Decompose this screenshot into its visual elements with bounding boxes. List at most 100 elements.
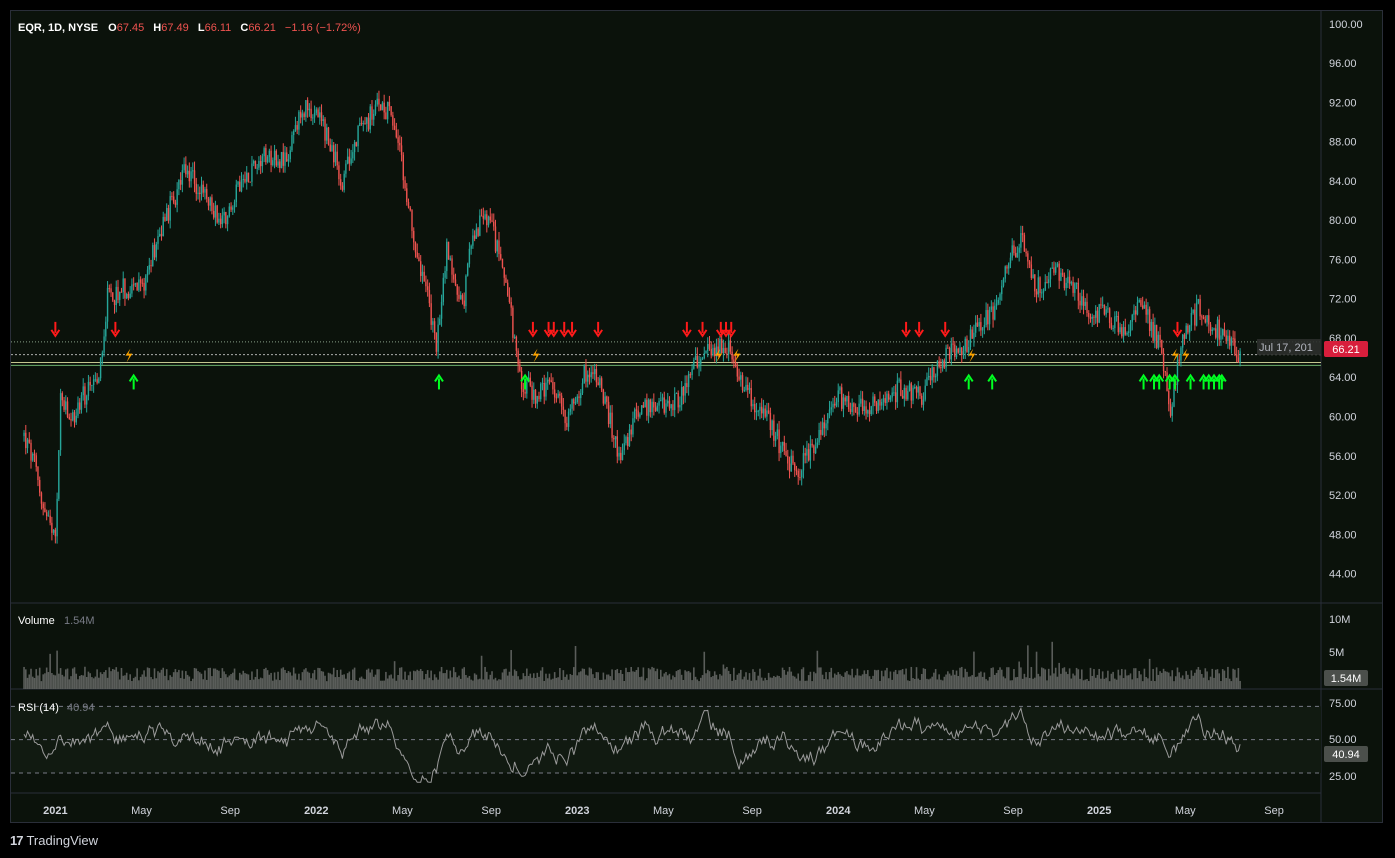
volume-bar: [545, 673, 547, 689]
volume-bar: [626, 672, 629, 689]
candle-body: [799, 476, 801, 478]
volume-bar: [997, 670, 1000, 689]
volume-bar: [1025, 677, 1027, 689]
volume-bar: [228, 675, 231, 689]
volume-bar: [766, 680, 768, 689]
candle-body: [378, 98, 380, 105]
candle-body: [500, 254, 502, 259]
buy-arrow-icon: [987, 373, 998, 390]
candle-body: [294, 125, 297, 132]
time-axis[interactable]: 2021 May Sep 2022 May Sep 2023 May Sep 2024 May Sep…: [43, 805, 1284, 817]
volume-bar: [597, 672, 599, 689]
candle-body: [642, 405, 645, 408]
volume-bar: [908, 680, 911, 689]
volume-bar: [860, 675, 862, 689]
volume-bar: [877, 669, 880, 689]
volume-bar: [494, 677, 497, 689]
volume-bar: [416, 669, 419, 689]
volume-bar: [212, 668, 215, 689]
volume-bar: [397, 675, 399, 689]
candle-body: [197, 192, 199, 194]
volume-bar: [642, 667, 645, 689]
candle-body: [1075, 282, 1078, 284]
volume-bar: [452, 667, 455, 689]
volume-bar: [1027, 645, 1029, 689]
volume-bar: [1134, 668, 1137, 689]
candle-body: [164, 216, 166, 221]
candle-body: [847, 395, 850, 410]
chart-frame[interactable]: 100.00 96.00 92.00 88.00 84.00 80.00 76.00 72.0…: [10, 10, 1383, 823]
volume-bar: [66, 668, 69, 689]
candle-body: [646, 399, 648, 416]
rsi-pane: [11, 705, 1321, 783]
volume-bar: [183, 678, 185, 689]
volume-bar: [1150, 680, 1153, 689]
volume-bar: [748, 673, 751, 689]
candle-body: [1016, 252, 1019, 258]
candle-body: [971, 329, 973, 339]
candle-body: [1154, 324, 1156, 341]
volume-bar: [755, 680, 758, 689]
volume-bar: [771, 677, 773, 689]
candle-body: [795, 470, 798, 472]
symbol-legend[interactable]: EQR, 1D, NYSE O67.45 H67.49 L66.11 C66.2…: [18, 22, 361, 34]
volume-bar: [58, 673, 60, 689]
buy-arrow-icon: [1154, 373, 1165, 390]
candle-body: [1143, 304, 1146, 309]
volume-bar: [940, 679, 942, 689]
bolt-icon: [733, 348, 741, 363]
volume-bar: [44, 673, 46, 689]
volume-bar: [802, 667, 805, 689]
volume-bar: [971, 675, 973, 689]
candle-body: [557, 393, 559, 398]
price-axis[interactable]: 100.00 96.00 92.00 88.00 84.00 80.00 76.00 72.0…: [1329, 19, 1363, 581]
candle-body: [1070, 282, 1073, 284]
volume-bar: [515, 671, 518, 689]
volume-bar: [52, 674, 55, 689]
high-label: H: [153, 22, 161, 34]
volume-bar: [461, 668, 464, 689]
candle-body: [397, 137, 399, 143]
candle-body: [858, 403, 860, 415]
candle-body: [607, 401, 610, 424]
candle-body: [550, 380, 552, 382]
volume-bar: [606, 674, 608, 689]
candle-body: [159, 233, 161, 237]
candle-body: [1194, 309, 1196, 326]
candle-body: [30, 442, 32, 461]
volume-bar: [524, 676, 526, 689]
volume-bar: [447, 678, 450, 689]
volume-bar: [308, 672, 311, 689]
candle-body: [233, 202, 236, 208]
volume-bar: [562, 670, 565, 689]
volume-bar: [609, 676, 612, 689]
volume-bar: [833, 673, 836, 689]
price-chart[interactable]: 100.00 96.00 92.00 88.00 84.00 80.00 76.00 72.0…: [11, 11, 1382, 822]
candle-body: [1168, 390, 1170, 405]
volume-bar: [548, 673, 551, 689]
candle-body: [120, 291, 123, 293]
candle-body: [125, 293, 128, 299]
candle-body: [1176, 359, 1179, 385]
volume-bar: [484, 666, 486, 689]
volume-bar: [421, 671, 424, 689]
candle-body: [202, 184, 204, 193]
candle-body: [1223, 329, 1226, 336]
volume-bar: [576, 675, 579, 689]
candle-body: [1234, 338, 1236, 355]
volume-bar: [305, 668, 307, 689]
candle-body: [790, 455, 792, 472]
candle-body: [334, 151, 337, 163]
candle-body: [512, 307, 514, 338]
candle-body: [268, 150, 271, 157]
candle-body: [887, 393, 890, 400]
volume-bar: [586, 675, 589, 689]
volume-bar: [1084, 679, 1087, 689]
volume-bar: [444, 673, 446, 689]
low-label: L: [198, 22, 205, 34]
candle-body: [1091, 316, 1093, 319]
candle-body: [566, 423, 568, 427]
sell-arrow-icon: [567, 321, 577, 338]
volume-bar: [865, 673, 867, 689]
volume-bar: [858, 675, 860, 689]
